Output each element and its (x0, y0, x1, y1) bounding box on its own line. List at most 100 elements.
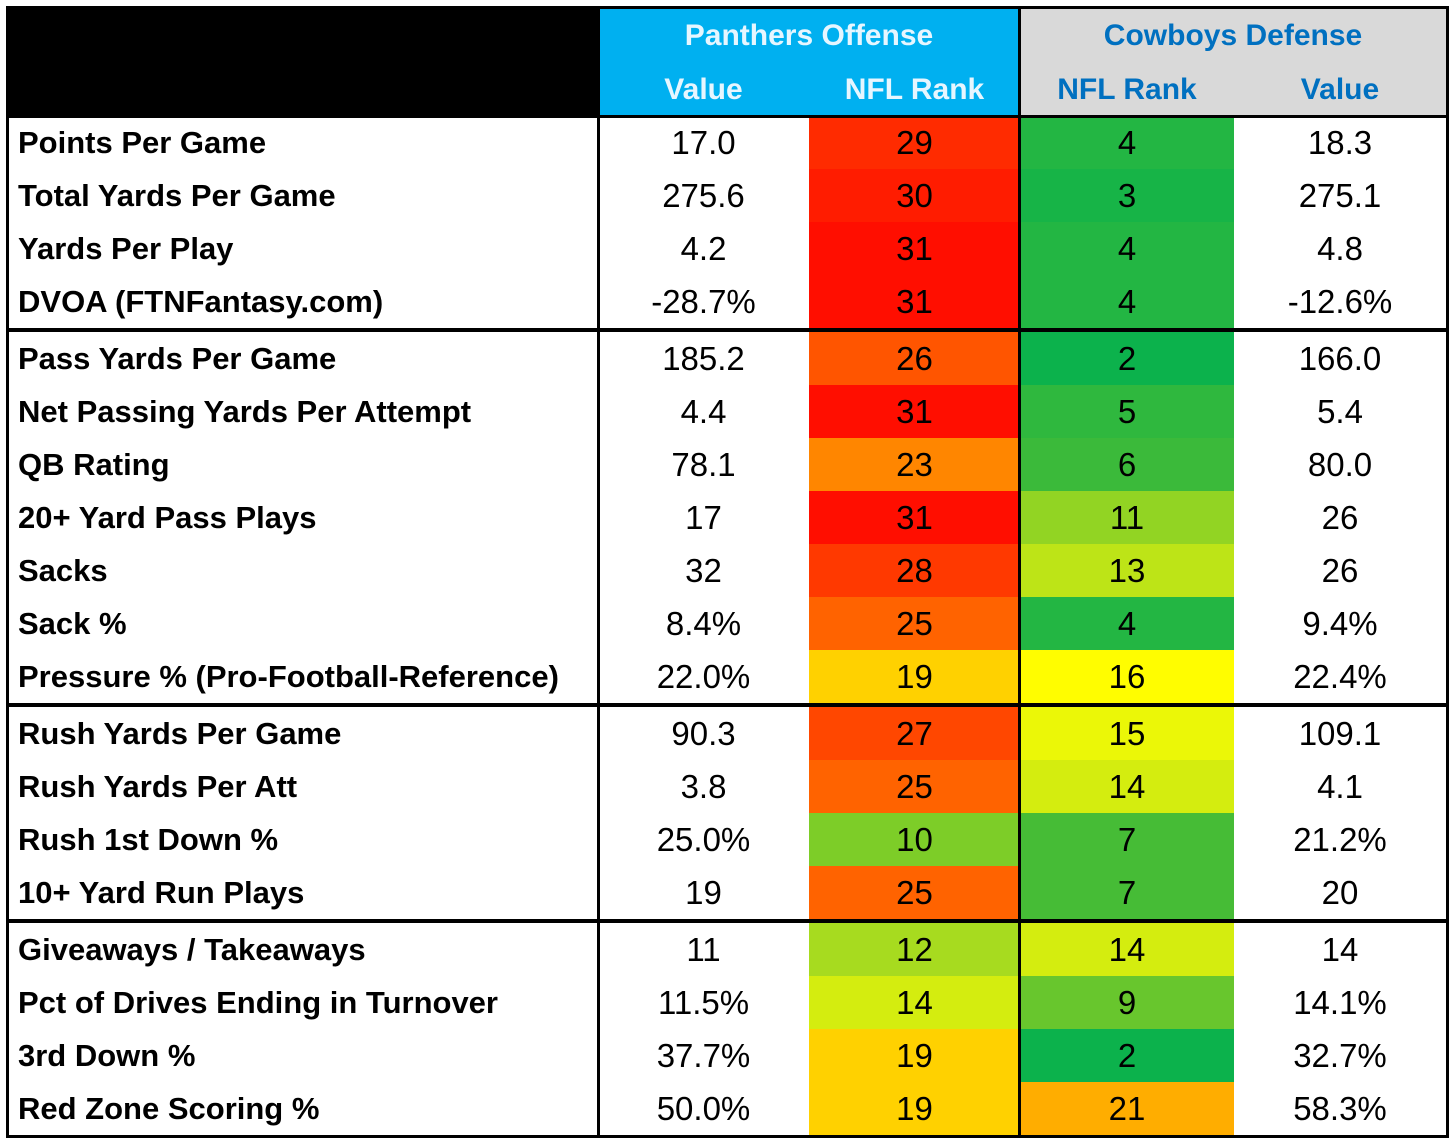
cowboys-rank: 7 (1020, 866, 1234, 919)
cowboys-rank: 15 (1020, 707, 1234, 760)
panthers-rank-header: NFL Rank (809, 63, 1020, 116)
cowboys-value: 4.1 (1317, 767, 1363, 805)
border-left (6, 6, 9, 1138)
border-col-team (1018, 6, 1021, 1138)
cowboys-rank: 9 (1020, 976, 1234, 1029)
border-top (6, 6, 1448, 9)
cowboys-value: 14 (1321, 930, 1359, 968)
panthers-rank: 23 (809, 438, 1020, 491)
cowboys-value: -12.6% (1287, 282, 1393, 320)
cowboys-rank: 16 (1020, 650, 1234, 703)
row-label: QB Rating (18, 446, 170, 482)
panthers-rank: 19 (809, 1029, 1020, 1082)
panthers-rank: 28 (809, 544, 1020, 597)
panthers-rank: 25 (809, 597, 1020, 650)
panthers-rank: 14 (809, 976, 1020, 1029)
panthers-rank: 31 (809, 275, 1020, 328)
panthers-rank: 25 (809, 866, 1020, 919)
row-label: Sacks (18, 552, 108, 588)
panthers-value: 11.5% (657, 983, 750, 1021)
row-label: Points Per Game (18, 124, 267, 160)
cowboys-rank: 11 (1020, 491, 1234, 544)
border-header-bottom (6, 115, 1448, 118)
row-label: Yards Per Play (18, 230, 234, 266)
panthers-rank: 19 (809, 650, 1020, 703)
panthers-value: 22.0% (656, 657, 751, 695)
row-label: Net Passing Yards Per Attempt (18, 393, 472, 429)
panthers-value: 37.7% (656, 1036, 751, 1074)
panthers-value: 50.0% (656, 1089, 751, 1127)
panthers-value: 17 (685, 498, 722, 536)
row-label: 10+ Yard Run Plays (18, 874, 305, 910)
cowboys-rank: 14 (1020, 923, 1234, 976)
cowboys-rank: 5 (1020, 385, 1234, 438)
panthers-value: 19 (685, 873, 722, 911)
cowboys-value: 26 (1321, 498, 1359, 536)
panthers-rank: 30 (809, 169, 1020, 222)
header-black-block (8, 8, 598, 116)
cowboys-rank-header: NFL Rank (1020, 63, 1234, 116)
panthers-value: 90.3 (671, 714, 736, 752)
panthers-value: 25.0% (656, 820, 751, 858)
row-label: Red Zone Scoring % (18, 1090, 320, 1126)
panthers-header-title: Panthers Offense (598, 8, 1020, 63)
row-label: Pressure % (Pro-Football-Reference) (18, 658, 559, 694)
cowboys-rank: 21 (1020, 1082, 1234, 1135)
panthers-rank: 31 (809, 222, 1020, 275)
cowboys-rank: 14 (1020, 760, 1234, 813)
cowboys-value: 18.3 (1307, 123, 1373, 161)
cowboys-value: 275.1 (1298, 176, 1382, 214)
cowboys-value: 20 (1321, 873, 1359, 911)
panthers-value: 11 (686, 930, 721, 968)
panthers-rank: 31 (809, 385, 1020, 438)
cowboys-value: 22.4% (1293, 657, 1387, 695)
cowboys-value: 4.8 (1317, 229, 1363, 267)
panthers-value: 3.8 (680, 767, 727, 805)
cowboys-rank: 4 (1020, 275, 1234, 328)
panthers-rank: 31 (809, 491, 1020, 544)
cowboys-rank: 4 (1020, 222, 1234, 275)
cowboys-value: 166.0 (1298, 339, 1382, 377)
panthers-value: 78.1 (671, 445, 736, 483)
cowboys-value: 58.3% (1293, 1089, 1387, 1127)
panthers-value: 275.6 (662, 176, 745, 214)
cowboys-value: 26 (1321, 551, 1359, 589)
row-label: Giveaways / Takeaways (18, 931, 366, 967)
cowboys-rank: 13 (1020, 544, 1234, 597)
panthers-rank: 12 (809, 923, 1020, 976)
panthers-value: 185.2 (662, 339, 745, 377)
cowboys-rank: 6 (1020, 438, 1234, 491)
cowboys-rank: 2 (1020, 1029, 1234, 1082)
panthers-value: 8.4% (665, 604, 742, 642)
panthers-rank: 10 (809, 813, 1020, 866)
border-col-label (597, 6, 600, 1138)
cowboys-rank: 3 (1020, 169, 1234, 222)
panthers-rank: 19 (809, 1082, 1020, 1135)
panthers-rank: 29 (809, 116, 1020, 169)
row-label: Rush Yards Per Game (18, 715, 342, 751)
row-label: Sack % (18, 605, 127, 641)
row-label: Total Yards Per Game (18, 177, 336, 213)
border-bottom (6, 1135, 1448, 1138)
border-section-divider (6, 328, 1448, 332)
row-label: 20+ Yard Pass Plays (18, 499, 317, 535)
panthers-rank: 27 (809, 707, 1020, 760)
cowboys-rank: 7 (1020, 813, 1234, 866)
border-section-divider (6, 703, 1448, 707)
cowboys-header-title: Cowboys Defense (1020, 8, 1446, 63)
cowboys-value: 9.4% (1302, 604, 1378, 642)
cowboys-rank: 4 (1020, 116, 1234, 169)
row-label: DVOA (FTNFantasy.com) (18, 283, 384, 319)
panthers-value: 32 (685, 551, 722, 589)
cowboys-rank: 2 (1020, 332, 1234, 385)
cowboys-value: 109.1 (1298, 714, 1382, 752)
panthers-value: 4.4 (680, 392, 727, 430)
row-label: 3rd Down % (18, 1037, 196, 1073)
cowboys-value: 80.0 (1307, 445, 1373, 483)
panthers-value-header: Value (598, 63, 809, 116)
row-label: Pass Yards Per Game (18, 340, 337, 376)
cowboys-value: 5.4 (1317, 392, 1363, 430)
panthers-value: -28.7% (651, 282, 756, 320)
row-label: Pct of Drives Ending in Turnover (18, 984, 498, 1020)
